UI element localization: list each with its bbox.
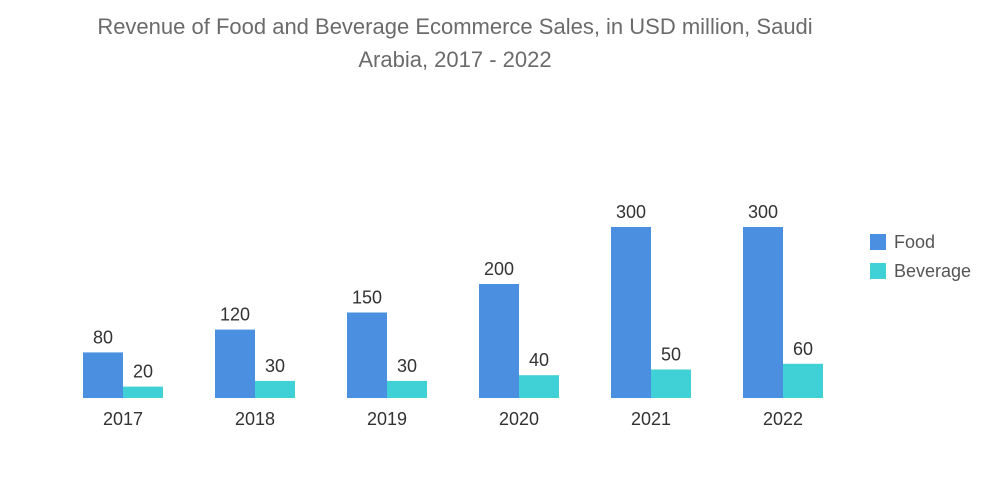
legend-swatch-food — [870, 234, 886, 250]
value-label-food-2022: 300 — [748, 202, 778, 222]
value-label-beverage-2019: 30 — [397, 356, 417, 376]
bar-beverage-2020 — [519, 375, 559, 398]
bar-food-2018 — [215, 329, 255, 398]
value-label-food-2018: 120 — [220, 305, 250, 325]
x-tick-label-2017: 2017 — [103, 409, 143, 429]
bar-food-2017 — [83, 352, 123, 398]
x-tick-label-2021: 2021 — [631, 409, 671, 429]
x-tick-label-2018: 2018 — [235, 409, 275, 429]
value-label-beverage-2021: 50 — [661, 345, 681, 365]
bar-beverage-2019 — [387, 380, 427, 398]
value-label-food-2017: 80 — [93, 327, 113, 347]
bar-food-2021 — [611, 227, 651, 398]
bar-food-2019 — [347, 312, 387, 398]
legend-label-beverage: Beverage — [894, 261, 971, 281]
value-label-beverage-2017: 20 — [133, 362, 153, 382]
value-label-beverage-2022: 60 — [793, 339, 813, 359]
value-label-beverage-2018: 30 — [265, 356, 285, 376]
value-label-food-2021: 300 — [616, 202, 646, 222]
bar-food-2022 — [743, 227, 783, 398]
bar-beverage-2022 — [783, 363, 823, 398]
bar-food-2020 — [479, 284, 519, 398]
bar-beverage-2021 — [651, 369, 691, 398]
legend-label-food: Food — [894, 232, 935, 252]
bar-beverage-2018 — [255, 380, 295, 398]
value-label-beverage-2020: 40 — [529, 350, 549, 370]
x-tick-label-2019: 2019 — [367, 409, 407, 429]
bar-beverage-2017 — [123, 386, 163, 398]
legend-swatch-beverage — [870, 263, 886, 279]
value-label-food-2020: 200 — [484, 259, 514, 279]
x-tick-label-2020: 2020 — [499, 409, 539, 429]
x-tick-label-2022: 2022 — [763, 409, 803, 429]
chart-title-line-1: Revenue of Food and Beverage Ecommerce S… — [97, 14, 813, 39]
value-label-food-2019: 150 — [352, 288, 382, 308]
chart-title-line-2: Arabia, 2017 - 2022 — [358, 47, 552, 72]
